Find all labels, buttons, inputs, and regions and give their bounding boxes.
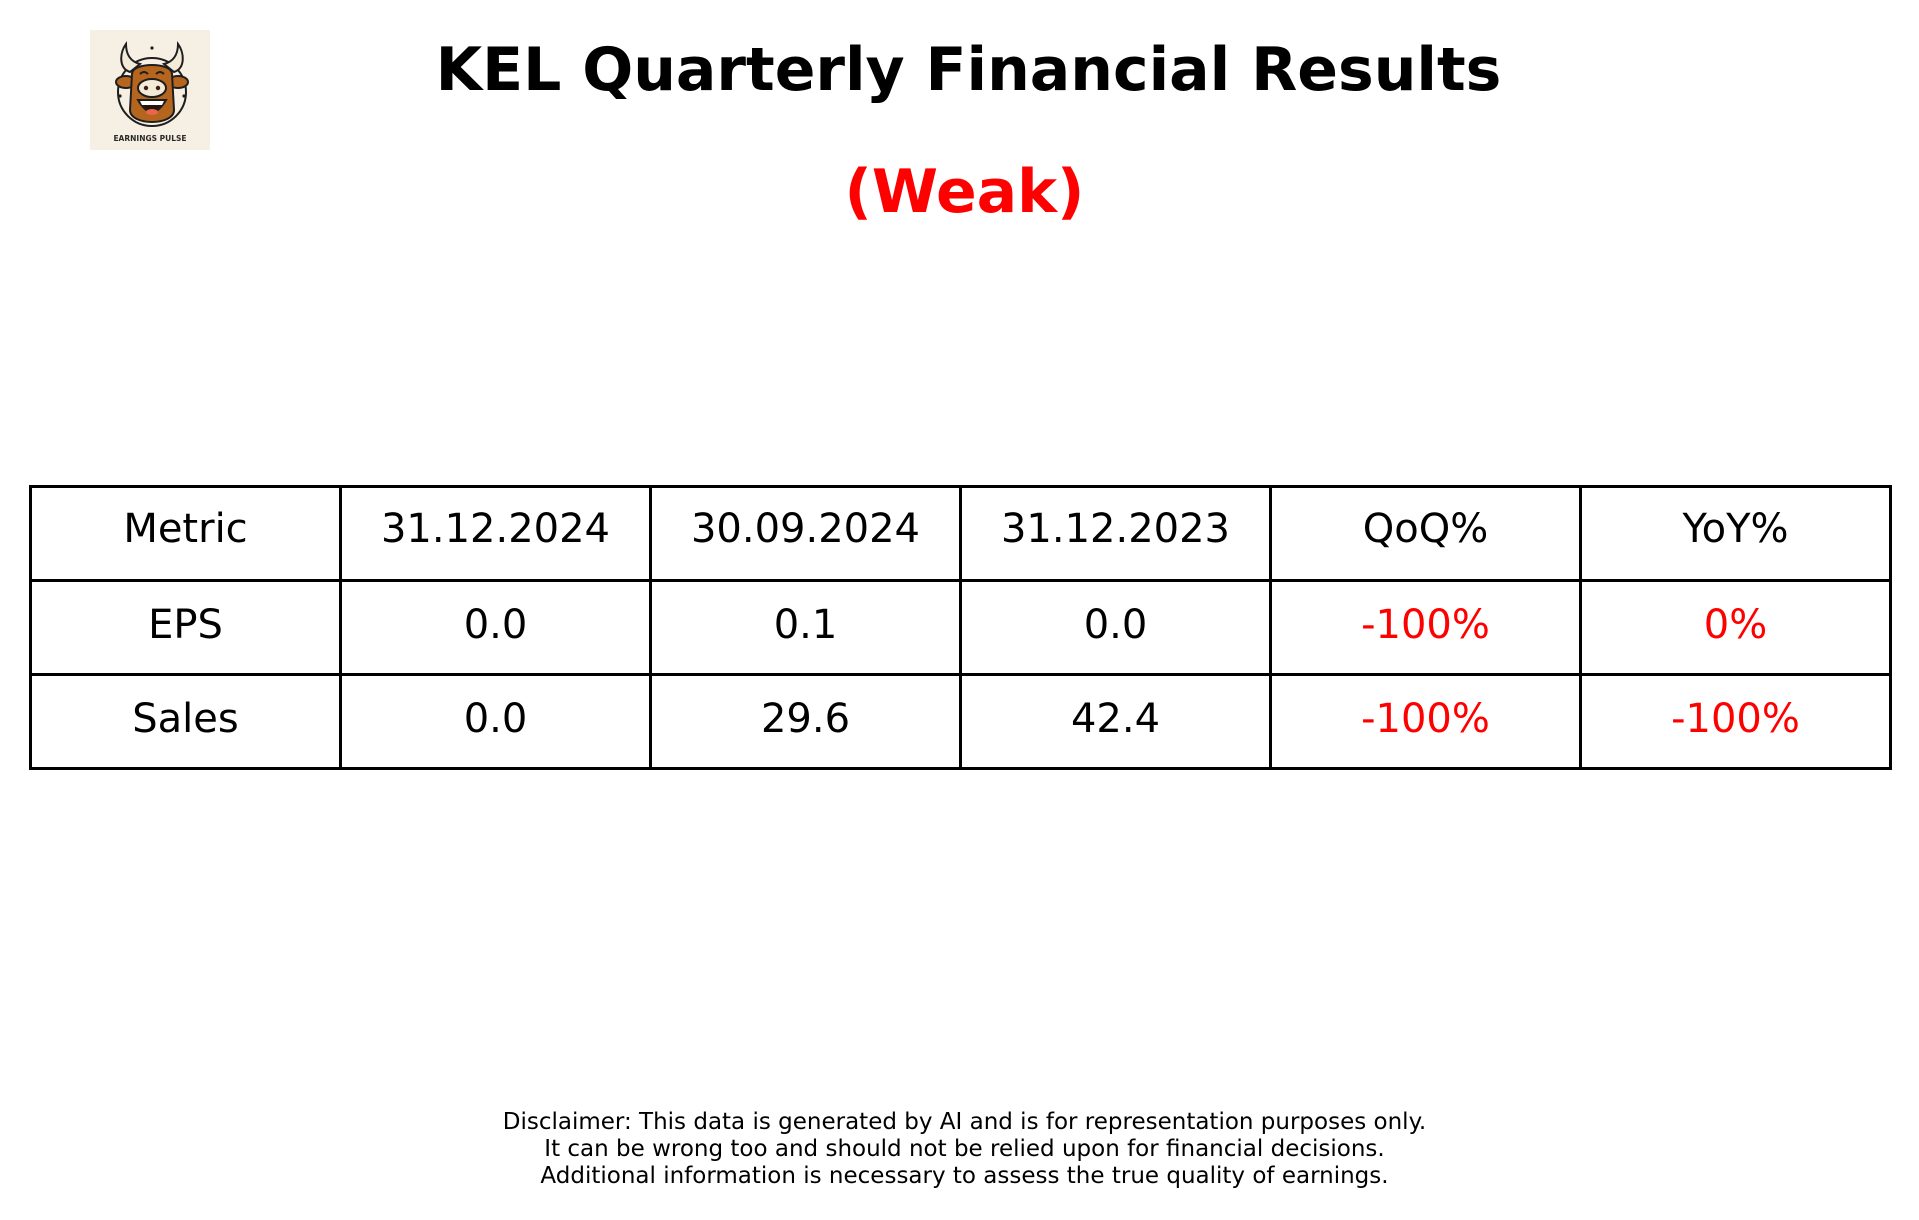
cell-yoy: 0% <box>1579 579 1892 676</box>
page-title: KEL Quarterly Financial Results <box>435 35 1502 105</box>
financial-results-table: Metric 31.12.2024 30.09.2024 31.12.2023 … <box>29 485 1892 770</box>
cell-q-year-ago: 0.0 <box>959 579 1272 676</box>
column-header-qoq: QoQ% <box>1269 485 1582 582</box>
table-row-sales: Sales 0.0 29.6 42.4 -100% -100% <box>29 673 1892 770</box>
cell-metric: EPS <box>29 579 342 676</box>
table-row-eps: EPS 0.0 0.1 0.0 -100% 0% <box>29 579 1892 676</box>
cell-q-year-ago: 42.4 <box>959 673 1272 770</box>
cell-q-current: 0.0 <box>339 673 652 770</box>
earnings-pulse-logo: EARNINGS PULSE <box>90 30 210 150</box>
cell-qoq: -100% <box>1269 579 1582 676</box>
svg-text:EARNINGS PULSE: EARNINGS PULSE <box>113 134 186 143</box>
column-header-q-current: 31.12.2024 <box>339 485 652 582</box>
table-header-row: Metric 31.12.2024 30.09.2024 31.12.2023 … <box>29 485 1892 582</box>
column-header-q-previous: 30.09.2024 <box>649 485 962 582</box>
cell-q-previous: 0.1 <box>649 579 962 676</box>
cell-metric: Sales <box>29 673 342 770</box>
bull-mascot-icon: EARNINGS PULSE <box>113 40 189 143</box>
rating-label: (Weak) <box>844 157 1085 227</box>
disclaimer-line: Disclaimer: This data is generated by AI… <box>502 1109 1427 1135</box>
cell-qoq: -100% <box>1269 673 1582 770</box>
column-header-metric: Metric <box>29 485 342 582</box>
disclaimer-line: Additional information is necessary to a… <box>540 1163 1389 1189</box>
column-header-yoy: YoY% <box>1579 485 1892 582</box>
disclaimer: Disclaimer: This data is generated by AI… <box>0 1109 1919 1190</box>
cell-q-current: 0.0 <box>339 579 652 676</box>
cell-q-previous: 29.6 <box>649 673 962 770</box>
column-header-q-year-ago: 31.12.2023 <box>959 485 1272 582</box>
cell-yoy: -100% <box>1579 673 1892 770</box>
disclaimer-line: It can be wrong too and should not be re… <box>544 1136 1385 1162</box>
